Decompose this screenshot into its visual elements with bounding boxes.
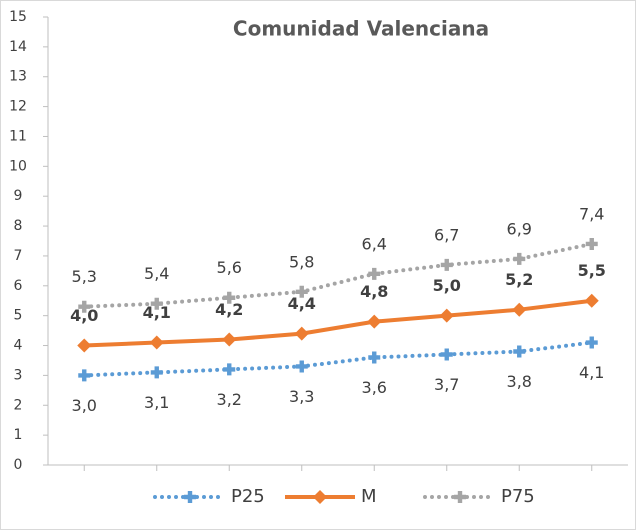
point-marker	[294, 326, 309, 341]
point-marker	[295, 285, 308, 298]
data-label: 5,0	[433, 276, 461, 295]
point-marker	[223, 363, 236, 376]
legend-label: P75	[501, 486, 535, 507]
data-label: 5,8	[289, 252, 314, 271]
data-label: 3,3	[289, 387, 314, 406]
y-tick-label: 15	[9, 9, 27, 25]
data-label: 3,7	[434, 375, 459, 394]
point-marker	[222, 332, 237, 347]
point-marker	[585, 336, 598, 349]
data-label: 5,5	[578, 261, 606, 280]
point-marker	[440, 348, 453, 361]
y-tick-label: 1	[14, 427, 23, 443]
data-label: 5,2	[505, 270, 533, 289]
chart-title: Comunidad Valenciana	[233, 17, 489, 41]
y-tick-label: 7	[14, 248, 23, 264]
data-label: 3,6	[362, 378, 387, 397]
y-tick-label: 0	[14, 457, 23, 473]
point-marker	[78, 300, 91, 313]
legend-label: P25	[231, 486, 265, 507]
point-marker	[368, 351, 381, 364]
data-label: 3,2	[217, 390, 242, 409]
y-tick-label: 8	[14, 218, 23, 234]
point-marker	[150, 297, 163, 310]
y-tick-label: 3	[14, 367, 23, 383]
data-label: 4,1	[143, 303, 171, 322]
point-marker	[295, 360, 308, 373]
data-label: 6,9	[507, 219, 532, 238]
point-marker	[439, 308, 454, 323]
data-label: 4,1	[579, 363, 604, 382]
series-line	[84, 298, 592, 348]
point-marker	[367, 314, 382, 329]
y-tick-label: 6	[14, 278, 23, 294]
data-label: 5,6	[217, 258, 242, 277]
point-marker	[585, 237, 598, 250]
y-tick-label: 5	[14, 308, 23, 324]
data-label: 4,4	[288, 294, 316, 313]
point-marker	[513, 345, 526, 358]
point-marker	[150, 366, 163, 379]
legend-marker	[184, 491, 196, 503]
point-marker	[512, 302, 527, 317]
data-label: 4,8	[360, 282, 388, 301]
y-tick-label: 10	[9, 158, 27, 174]
point-marker	[513, 252, 526, 265]
y-tick-label: 9	[14, 188, 23, 204]
point-marker	[584, 293, 599, 308]
point-marker	[223, 291, 236, 304]
series-line	[82, 241, 594, 309]
data-label: 3,1	[144, 393, 169, 412]
data-label: 7,4	[579, 204, 604, 223]
y-tick-label: 14	[9, 39, 27, 55]
data-label: 3,8	[507, 372, 532, 391]
series-line	[82, 340, 594, 378]
point-marker	[440, 258, 453, 271]
y-tick-label: 11	[9, 128, 27, 144]
legend-marker	[313, 490, 327, 504]
y-tick-label: 4	[14, 338, 23, 354]
data-label: 6,4	[362, 234, 387, 253]
data-label: 5,3	[72, 267, 97, 286]
y-tick-label: 13	[9, 69, 27, 85]
data-label: 4,0	[70, 306, 98, 325]
point-marker	[78, 369, 91, 382]
data-label: 5,4	[144, 264, 169, 283]
point-marker	[368, 267, 381, 280]
data-label: 6,7	[434, 225, 459, 244]
y-tick-label: 12	[9, 99, 27, 115]
point-marker	[149, 335, 164, 350]
legend-marker	[454, 491, 466, 503]
legend-label: M	[361, 486, 377, 507]
data-label: 3,0	[72, 396, 97, 415]
data-label: 4,2	[215, 300, 243, 319]
y-tick-label: 2	[14, 397, 23, 413]
point-marker	[77, 338, 92, 353]
